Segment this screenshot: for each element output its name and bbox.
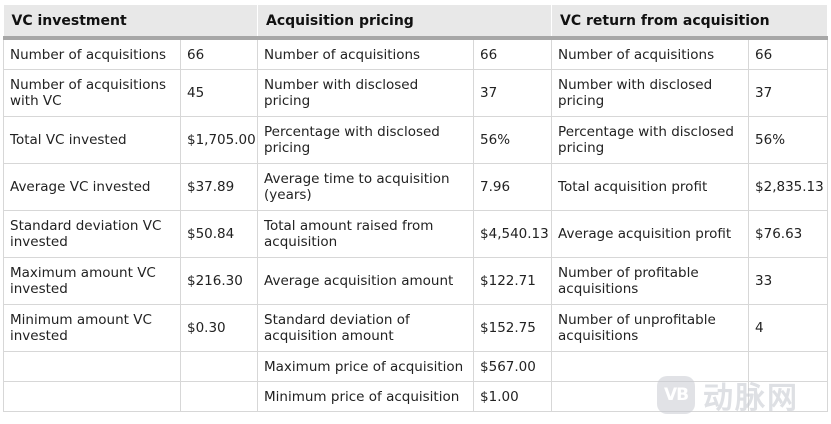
table-cell bbox=[748, 381, 829, 412]
table-cell: 66 bbox=[473, 37, 553, 70]
table-cell: Number of acquisitions with VC bbox=[3, 69, 181, 117]
table-cell: Number of acquisitions bbox=[3, 37, 181, 70]
table-cell: 66 bbox=[748, 37, 829, 70]
table-cell: Average acquisition profit bbox=[551, 210, 750, 258]
table-cell: $76.63 bbox=[748, 210, 829, 258]
table-cell: Average time to acquisition (years) bbox=[257, 163, 475, 211]
table-cell: $1.00 bbox=[473, 381, 553, 412]
table-cell: 7.96 bbox=[473, 163, 553, 211]
table-cell: Number of profitable acquisitions bbox=[551, 257, 750, 305]
table-cell: $50.84 bbox=[179, 210, 259, 258]
table-cell: $37.89 bbox=[179, 163, 259, 211]
table-cell bbox=[179, 351, 259, 382]
table-cell: Number with disclosed pricing bbox=[551, 69, 750, 117]
table-cell: Number with disclosed pricing bbox=[257, 69, 475, 117]
table-cell: Maximum price of acquisition bbox=[257, 351, 475, 382]
table-cell: Standard deviation of acquisition amount bbox=[257, 304, 475, 352]
table-cell: $2,835.13 bbox=[748, 163, 829, 211]
table-cell: $122.71 bbox=[473, 257, 553, 305]
table-row: Minimum price of acquisition $1.00 bbox=[3, 381, 829, 412]
table-cell: Standard deviation VC invested bbox=[3, 210, 181, 258]
table-cell: 37 bbox=[473, 69, 553, 117]
table-cell: Total VC invested bbox=[3, 116, 181, 164]
acquisition-table: VC investment Acquisition pricing VC ret… bbox=[3, 5, 829, 412]
table-cell: $216.30 bbox=[179, 257, 259, 305]
table-cell: Number of unprofitable acquisitions bbox=[551, 304, 750, 352]
header-row: VC investment Acquisition pricing VC ret… bbox=[3, 5, 829, 40]
table-cell: 4 bbox=[748, 304, 829, 352]
table-cell: Total acquisition profit bbox=[551, 163, 750, 211]
watermark: VB 动脉网 bbox=[657, 373, 799, 417]
table-cell: Maximum amount VC invested bbox=[3, 257, 181, 305]
table-cell: Total amount raised from acquisition bbox=[257, 210, 475, 258]
table-row: Maximum price of acquisition $567.00 bbox=[3, 351, 829, 382]
table-row: Maximum amount VC invested $216.30 Avera… bbox=[3, 257, 829, 305]
table-cell: 37 bbox=[748, 69, 829, 117]
table-cell bbox=[3, 381, 181, 412]
table-cell: $4,540.13 bbox=[473, 210, 553, 258]
table-row: Standard deviation VC invested $50.84 To… bbox=[3, 210, 829, 258]
table-cell bbox=[179, 381, 259, 412]
table-cell: $152.75 bbox=[473, 304, 553, 352]
header-vc-investment: VC investment bbox=[3, 5, 259, 40]
table-cell: 56% bbox=[748, 116, 829, 164]
table-row: Number of acquisitions with VC 45 Number… bbox=[3, 69, 829, 117]
table-row: Average VC invested $37.89 Average time … bbox=[3, 163, 829, 211]
table-cell: 66 bbox=[179, 37, 259, 70]
table-cell: 33 bbox=[748, 257, 829, 305]
table-cell: $0.30 bbox=[179, 304, 259, 352]
table-row: Total VC invested $1,705.00 Percentage w… bbox=[3, 116, 829, 164]
watermark-text: 动脉网 bbox=[703, 381, 799, 416]
table-cell: Number of acquisitions bbox=[257, 37, 475, 70]
table-cell bbox=[748, 351, 829, 382]
table-row: Number of acquisitions 66 Number of acqu… bbox=[3, 37, 829, 70]
table-cell: $567.00 bbox=[473, 351, 553, 382]
header-vc-return: VC return from acquisition bbox=[551, 5, 829, 40]
table-row: Minimum amount VC invested $0.30 Standar… bbox=[3, 304, 829, 352]
table-cell: 45 bbox=[179, 69, 259, 117]
table-cell: $1,705.00 bbox=[179, 116, 259, 164]
table-cell: Average VC invested bbox=[3, 163, 181, 211]
table-cell: Average acquisition amount bbox=[257, 257, 475, 305]
watermark-logo-icon: VB bbox=[657, 376, 695, 414]
table-cell bbox=[3, 351, 181, 382]
table-cell: Minimum amount VC invested bbox=[3, 304, 181, 352]
table-cell: 56% bbox=[473, 116, 553, 164]
table-cell: Percentage with disclosed pricing bbox=[257, 116, 475, 164]
table-cell: Percentage with disclosed pricing bbox=[551, 116, 750, 164]
table-cell: Minimum price of acquisition bbox=[257, 381, 475, 412]
header-acquisition-pricing: Acquisition pricing bbox=[257, 5, 553, 40]
table-cell: Number of acquisitions bbox=[551, 37, 750, 70]
